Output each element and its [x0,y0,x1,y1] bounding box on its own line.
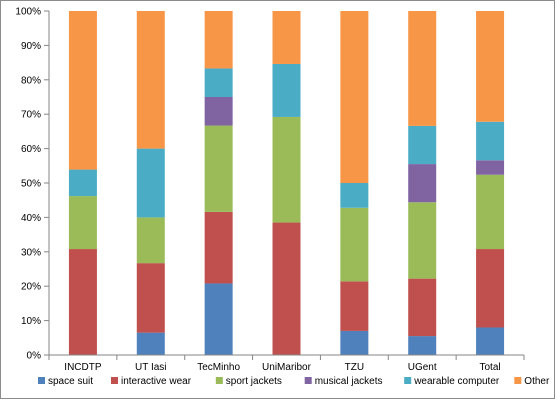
bar-segment-musical-jackets [476,160,505,175]
legend-label: musical jackets [315,376,383,387]
bar-segment-wearable-computer [476,121,505,161]
legend: space suit interactive wear sport jackets m… [38,376,550,387]
bar-segment-sport-jackets [204,125,233,212]
bar-segment-sport-jackets [136,217,165,264]
bar-segment-other [340,11,369,183]
y-tick-label: 30% [21,247,41,258]
bar-segment-wearable-computer [204,68,233,97]
x-tick-label: UGent [408,362,437,373]
bar-segment-other [408,11,437,126]
y-tick-label: 90% [21,41,41,52]
y-tick-label: 80% [21,75,41,86]
bar-segment-sport-jackets [408,202,437,279]
bar-segment-space-suit [136,332,165,355]
x-tick-label: TecMinho [197,362,240,373]
bar-segment-sport-jackets [272,116,301,223]
y-axis: 0% 10% 20% 30% 40% 50% 60% 70% 80% 90% 100% [15,7,50,362]
bar-segment-wearable-computer [68,169,97,197]
y-tick-label: 40% [21,213,41,224]
bar-segment-other [476,11,505,122]
bar-segment-space-suit [408,336,437,355]
legend-label: interactive wear [121,376,192,387]
y-tick-label: 0% [27,351,42,362]
legend-label: sport jackets [226,376,282,387]
legend-swatch [304,377,312,384]
bar-segment-interactive-wear [476,249,505,328]
legend-label: space suit [48,376,93,387]
x-axis: INCDTP UT Iasi TecMinho UniMaribor TZU UGent T… [48,354,525,373]
bar-segment-interactive-wear [272,222,301,355]
x-tick-label: Total [480,362,501,373]
bar-segment-musical-jackets [204,97,233,126]
bar-segment-interactive-wear [340,281,369,331]
legend-label: wearable computer [413,376,500,387]
legend-swatch [215,377,223,384]
y-tick-label: 70% [21,110,41,121]
y-tick-label: 10% [21,316,41,327]
bar-segment-other [272,11,301,64]
bar-segment-interactive-wear [408,278,437,337]
y-tick-label: 60% [21,144,41,155]
bar-segment-wearable-computer [408,125,437,165]
bar-segment-interactive-wear [68,249,97,355]
bar-segment-sport-jackets [340,207,369,282]
bar-segment-other [136,11,165,149]
bar-segment-wearable-computer [340,183,369,208]
y-tick-label: 20% [21,282,41,293]
bar-segment-space-suit [340,330,369,355]
bar-segment-sport-jackets [476,174,505,250]
legend-swatch [514,377,522,384]
y-tick-label: 100% [15,7,41,18]
bar-segment-space-suit [476,327,505,355]
legend-swatch [404,377,412,384]
bar-segment-interactive-wear [204,211,233,284]
bar-segment-sport-jackets [68,196,97,250]
legend-label: Other [524,376,550,387]
y-tick-label: 50% [21,179,41,190]
bar-segment-other [204,11,233,69]
bars [68,11,505,355]
bar-segment-wearable-computer [136,148,165,218]
legend-swatch [38,377,45,384]
legend-swatch [111,377,118,384]
x-tick-label: TZU [345,362,364,373]
x-tick-label: INCDTP [64,362,102,373]
x-tick-label: UT Iasi [135,362,167,373]
bar-segment-interactive-wear [136,263,165,333]
bar-segment-other [68,11,97,170]
bar-segment-wearable-computer [272,63,301,117]
x-tick-label: UniMaribor [262,362,312,373]
bar-segment-space-suit [204,283,233,355]
bar-segment-musical-jackets [408,164,437,203]
